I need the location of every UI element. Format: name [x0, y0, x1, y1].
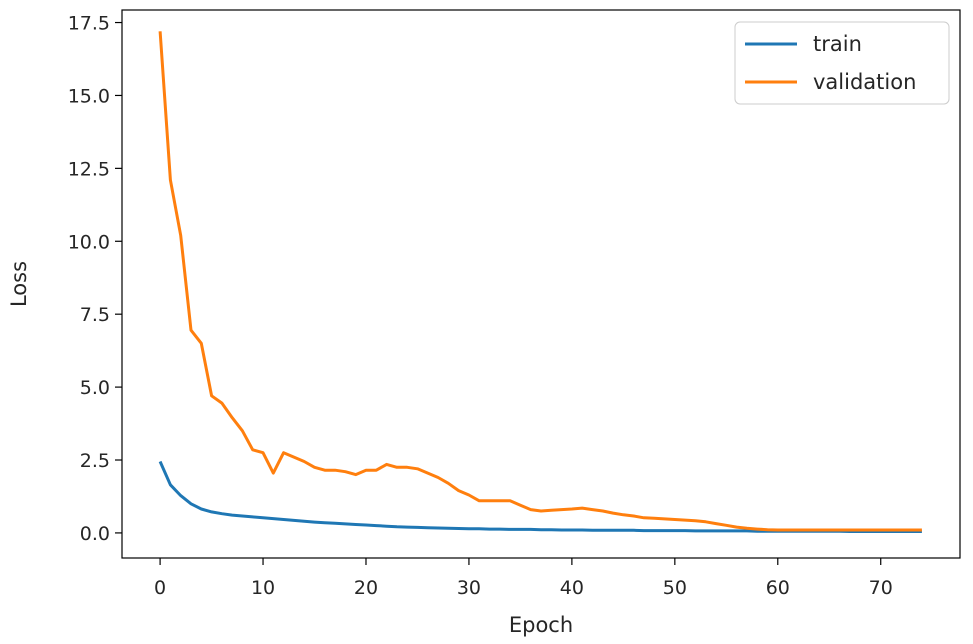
y-tick-label: 5.0: [80, 377, 110, 399]
y-tick-label: 2.5: [80, 450, 110, 472]
x-tick-label: 70: [869, 577, 893, 599]
legend-train-label: train: [813, 32, 862, 56]
y-tick-label: 12.5: [68, 158, 110, 180]
y-tick-label: 0.0: [80, 523, 110, 545]
y-tick-label: 17.5: [68, 13, 110, 35]
series-line-validation: [158, 31, 922, 532]
y-tick-label: 10.0: [68, 231, 110, 253]
plot-frame: [121, 9, 961, 559]
x-tick-label: 30: [457, 577, 481, 599]
y-axis-label: Loss: [7, 261, 31, 307]
x-tick-label: 40: [560, 577, 584, 599]
legend-validation-label: validation: [813, 70, 916, 94]
ticks-layer: 0 10 20 30 40 50 60 70 0.0 2.5 5.0 7.5 10.0 12.5 15.0 1…: [68, 13, 893, 599]
y-tick-label: 15.0: [68, 85, 110, 107]
x-tick-label: 50: [663, 577, 687, 599]
x-tick-label: 20: [354, 577, 378, 599]
x-tick-label: 0: [154, 577, 166, 599]
legend: train validation: [734, 21, 950, 105]
x-tick-label: 10: [251, 577, 275, 599]
series-layer: [158, 31, 922, 533]
x-tick-label: 60: [766, 577, 790, 599]
y-tick-label: 7.5: [80, 304, 110, 326]
x-axis-label: Epoch: [509, 613, 573, 637]
